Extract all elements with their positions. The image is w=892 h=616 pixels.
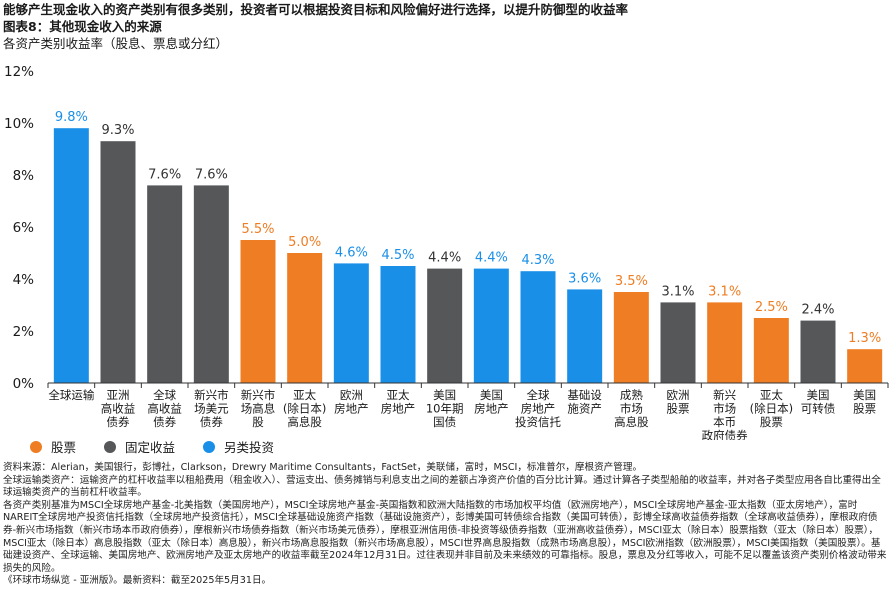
data-label: 4.4% xyxy=(428,251,461,266)
bar xyxy=(240,240,276,383)
legend-label: 另类投资 xyxy=(224,440,275,455)
data-label: 2.4% xyxy=(801,303,834,318)
data-label: 9.3% xyxy=(101,123,134,138)
figure-title: 图表8：其他现金收入的来源 xyxy=(3,19,162,34)
y-tick-label: 10% xyxy=(4,116,34,132)
data-label: 3.1% xyxy=(661,284,694,299)
footnote: 全球运输类资产：运输资产的杠杆收益率以租船费用（租金收入）、营运支出、债务摊销与… xyxy=(3,474,881,499)
x-tick-label: 亚太房地产 xyxy=(381,388,416,416)
data-label: 7.6% xyxy=(195,167,228,182)
bar xyxy=(53,128,89,383)
y-tick-label: 8% xyxy=(13,168,35,184)
bar xyxy=(427,268,463,383)
bar xyxy=(100,141,136,383)
x-tick-label: 新兴市场高息股 xyxy=(241,388,276,429)
footnote: 《环球市场纵览 - 亚洲版》。最新资料：截至2025年5月31日。 xyxy=(3,575,272,587)
bar xyxy=(567,289,603,383)
x-tick-label: 美国可转债 xyxy=(801,388,836,416)
data-label: 9.8% xyxy=(55,110,88,125)
bar xyxy=(753,318,789,383)
x-tick-label: 亚太(除日本)高息股 xyxy=(283,388,326,429)
x-tick-label: 美国 10年期国债 xyxy=(426,388,464,429)
headline: 能够产生现金收入的资产类别有很多类别，投资者可以根据投资目标和风险偏好进行选择，… xyxy=(3,2,629,17)
x-tick-label: 全球运输 xyxy=(48,388,94,402)
data-label: 4.5% xyxy=(381,248,414,263)
y-tick-label: 6% xyxy=(13,220,35,236)
data-label: 3.1% xyxy=(708,284,741,299)
bar xyxy=(287,253,323,383)
bar xyxy=(147,185,183,383)
x-tick-label: 亚太(除日本)股票 xyxy=(750,388,793,429)
footnote: 资料来源：Alerian，美国银行，彭博社，Clarkson，Drewry Ma… xyxy=(3,462,643,473)
legend-entry: 固定收益 xyxy=(104,437,175,456)
data-label: 4.4% xyxy=(475,251,508,266)
x-tick-label: 美国房地产 xyxy=(474,388,509,416)
data-label: 3.5% xyxy=(615,274,648,289)
data-label: 3.6% xyxy=(568,271,601,286)
data-label: 1.3% xyxy=(848,331,881,346)
legend-label: 股票 xyxy=(51,440,77,455)
x-tick-label: 全球房地产投资信托 xyxy=(515,388,561,429)
x-tick-label: 欧洲房地产 xyxy=(334,388,369,416)
bar xyxy=(660,302,696,383)
legend-marker xyxy=(30,440,42,453)
y-tick-label: 2% xyxy=(13,324,35,340)
footnotes: 资料来源：Alerian，美国银行，彭博社，Clarkson，Drewry Ma… xyxy=(3,462,889,588)
y-axis-label: 各资产类别收益率（股息、票息或分红） xyxy=(3,36,229,51)
x-tick-label: 成熟市场高息股 xyxy=(614,388,649,429)
legend-marker xyxy=(203,440,216,453)
legend: 股票 固定收益 另类投资 xyxy=(30,437,302,456)
x-tick-label: 全球高收益债券 xyxy=(147,388,182,429)
bar xyxy=(800,320,836,383)
x-tick-label: 美国股票 xyxy=(853,388,876,416)
legend-label: 固定收益 xyxy=(125,440,176,455)
x-tick-label: 欧洲股票 xyxy=(667,388,690,416)
bar xyxy=(333,263,369,383)
legend-entry: 股票 xyxy=(30,437,76,456)
bar xyxy=(707,302,743,383)
x-tick-label: 新兴市场本币政府债券 xyxy=(702,388,748,440)
legend-marker xyxy=(104,440,117,453)
y-tick-label: 12% xyxy=(4,64,34,80)
data-label: 7.6% xyxy=(148,167,181,182)
bar-chart: 0% 2% 4% 6% 8% 10% 12% 9.8% 全球运输 9.3% 亚洲高收益债券 7.6% 全… xyxy=(4,64,889,440)
bar xyxy=(193,185,229,383)
bar xyxy=(613,292,649,383)
data-label: 4.3% xyxy=(521,253,554,268)
x-tick-label: 亚洲高收益债券 xyxy=(101,388,136,429)
bar xyxy=(380,266,416,383)
bar xyxy=(847,349,883,383)
data-label: 2.5% xyxy=(755,300,788,315)
legend-entry: 另类投资 xyxy=(203,437,274,456)
x-tick-label: 新兴市场美元债券 xyxy=(194,388,229,429)
bar xyxy=(520,271,556,383)
data-label: 4.6% xyxy=(335,245,368,260)
data-label: 5.5% xyxy=(241,222,274,237)
y-tick-label: 4% xyxy=(13,272,35,288)
x-tick-label: 基础设施资产 xyxy=(567,388,602,416)
data-label: 5.0% xyxy=(288,235,321,250)
bar xyxy=(473,268,509,383)
footnote: 各资产类别基准为MSCI全球房地产基金-北美指数（美国房地产），MSCI全球房地… xyxy=(3,499,887,574)
y-tick-label: 0% xyxy=(13,376,35,392)
